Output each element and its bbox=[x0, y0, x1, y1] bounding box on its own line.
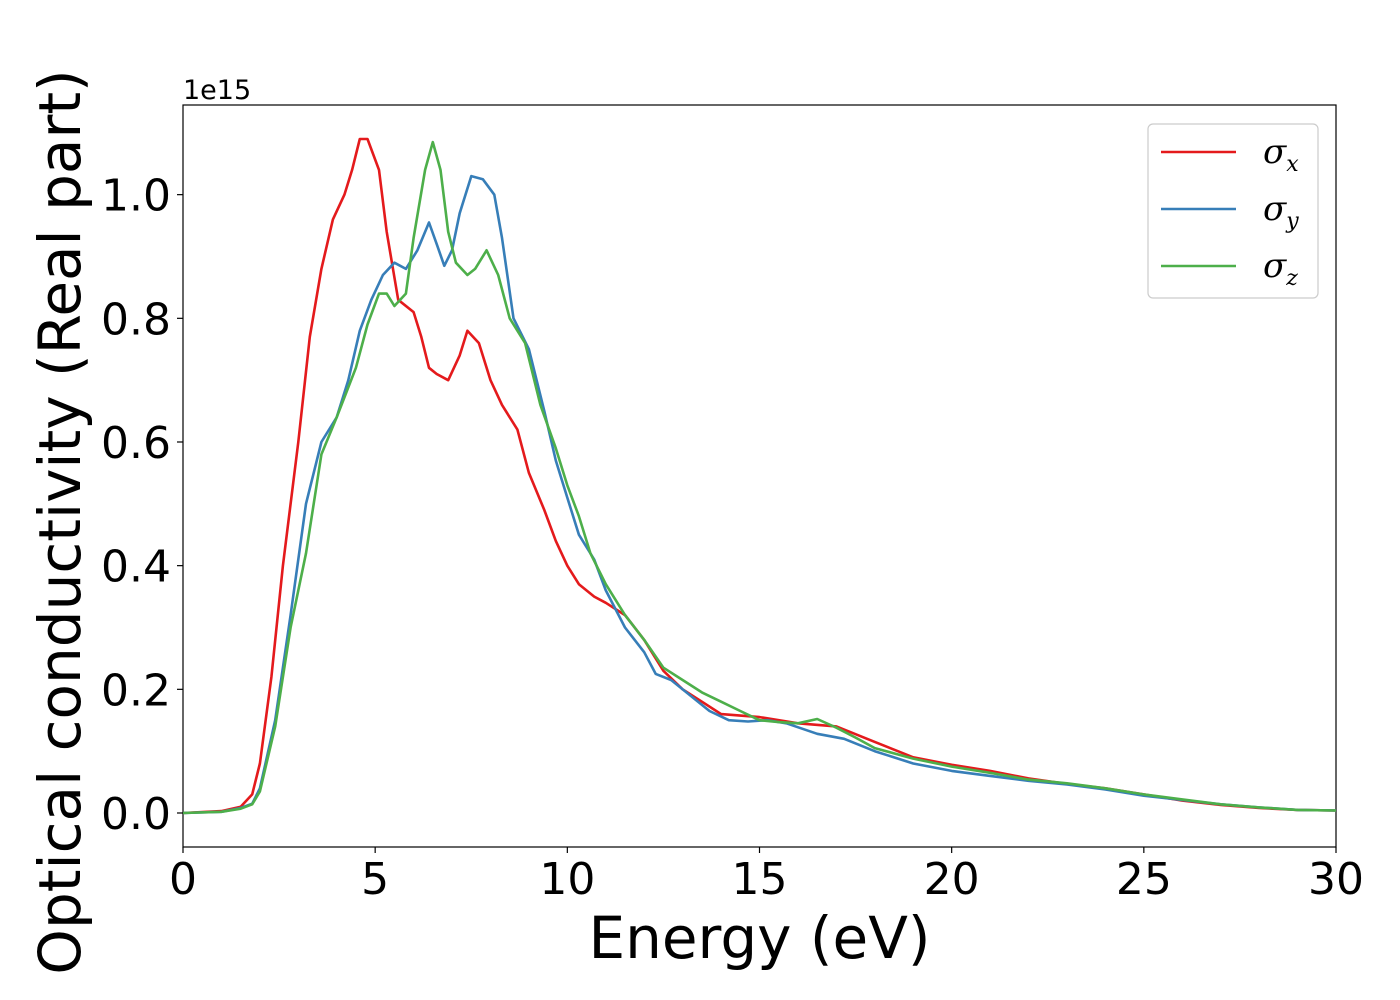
legend-label-x: σx bbox=[1263, 132, 1299, 177]
x-tick-label: 0 bbox=[169, 854, 197, 905]
x-axis-title: Energy (eV) bbox=[588, 904, 930, 972]
y-offset-label: 1e15 bbox=[183, 75, 251, 106]
series-line-y bbox=[183, 174, 1336, 815]
series-line-x bbox=[183, 137, 1336, 815]
y-tick-label: 0.2 bbox=[101, 665, 171, 716]
legend-label-z: σz bbox=[1263, 246, 1298, 291]
legend: σx σy σz bbox=[1147, 123, 1319, 299]
series-layer bbox=[183, 137, 1336, 815]
x-axis: 0 5 10 15 20 25 30 bbox=[169, 847, 1364, 905]
series-line-z bbox=[183, 140, 1336, 815]
x-tick-label: 30 bbox=[1308, 854, 1364, 905]
y-tick-label: 0.8 bbox=[101, 294, 171, 345]
x-tick-label: 25 bbox=[1116, 854, 1172, 905]
y-axis-title: Optical conductivity (Real part) bbox=[26, 69, 94, 974]
x-tick-label: 10 bbox=[539, 854, 595, 905]
y-axis: 0.0 0.2 0.4 0.6 0.8 1.0 bbox=[101, 171, 183, 840]
legend-label-y: σy bbox=[1263, 189, 1299, 234]
y-tick-label: 0.0 bbox=[101, 789, 171, 840]
plot-area bbox=[182, 104, 1337, 848]
x-tick-label: 5 bbox=[361, 854, 389, 905]
y-tick-label: 0.4 bbox=[101, 542, 171, 593]
y-tick-label: 0.6 bbox=[101, 418, 171, 469]
y-tick-label: 1.0 bbox=[101, 171, 171, 222]
x-tick-label: 20 bbox=[924, 854, 980, 905]
x-tick-label: 15 bbox=[732, 854, 788, 905]
plot-frame bbox=[182, 104, 1337, 848]
legend-frame bbox=[1147, 123, 1319, 299]
